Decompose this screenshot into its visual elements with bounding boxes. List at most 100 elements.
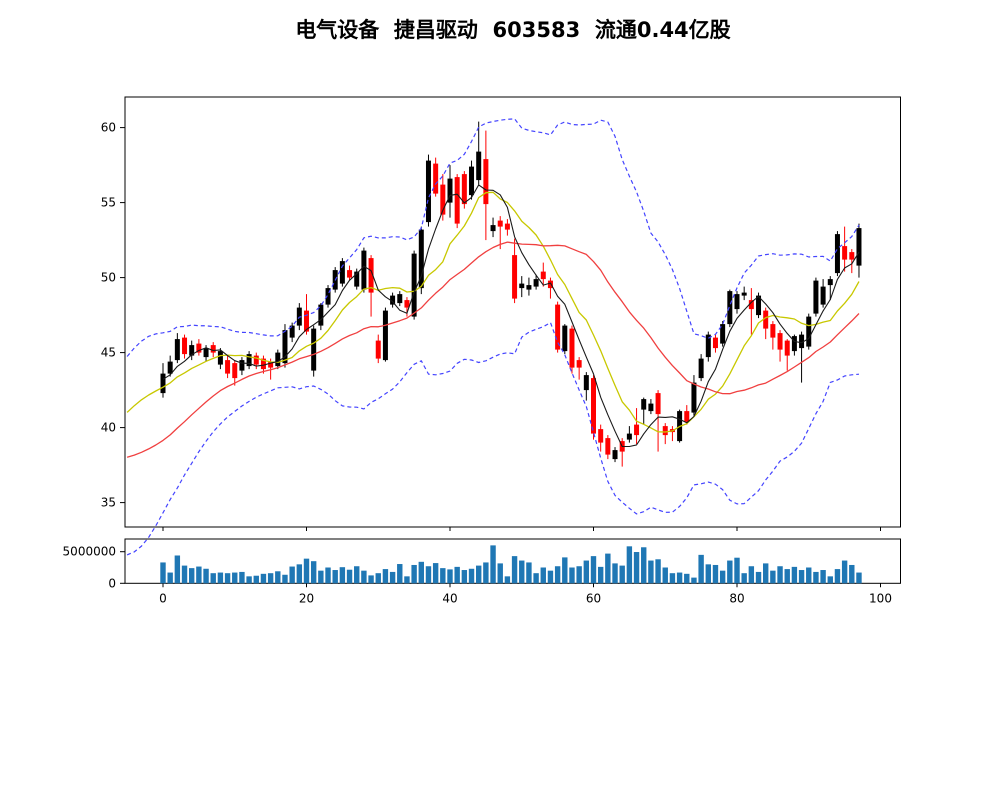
candle-body-up <box>856 228 862 266</box>
candle-body-down <box>655 393 661 415</box>
volume-bar <box>741 573 747 584</box>
candle-body-down <box>182 337 188 355</box>
volume-bar <box>583 560 590 584</box>
price-y-axis: 35 40 45 50 55 60 <box>101 121 125 510</box>
volume-bar <box>303 558 310 584</box>
candle-body-up <box>648 403 654 412</box>
volume-bar <box>547 570 554 584</box>
candle-body-up <box>325 288 331 305</box>
candle-body-down <box>555 304 561 350</box>
volume-bar <box>232 572 238 584</box>
candle-body-down <box>225 360 231 374</box>
volume-bar <box>354 566 360 584</box>
candle-body-down <box>748 300 754 310</box>
price-tick-label: 55 <box>101 196 116 210</box>
candle-body-down <box>504 223 510 230</box>
volume-bar <box>748 566 755 584</box>
volume-bar <box>210 573 216 584</box>
volume-bar <box>389 571 396 584</box>
candle-body-up <box>827 279 833 286</box>
volume-bar <box>511 556 518 584</box>
pane-frames <box>124 96 901 584</box>
candle-body-down <box>684 411 690 422</box>
candle-body-down <box>540 271 546 280</box>
volume-bar <box>727 560 733 584</box>
volume-bar <box>648 560 654 584</box>
volume-bar <box>519 560 525 584</box>
candle-body-up <box>519 283 525 289</box>
candle-body-up <box>189 345 195 356</box>
candle-body-up <box>698 358 704 379</box>
volume-bar <box>346 569 353 584</box>
volume-bar <box>619 565 625 584</box>
volume-bar <box>841 560 848 584</box>
volume-bar <box>275 571 281 584</box>
candle-body-up <box>526 285 532 290</box>
volume-bar <box>562 557 568 584</box>
candle-body-up <box>174 339 180 361</box>
volume-bar <box>181 565 188 584</box>
volume-bar <box>655 559 661 584</box>
volume-bar <box>246 576 252 584</box>
price-tick-label: 35 <box>101 496 116 510</box>
volume-bar <box>461 570 468 584</box>
volume-bar <box>382 569 389 584</box>
price-tick-label: 45 <box>101 346 116 360</box>
x-tick-label: 60 <box>586 591 601 605</box>
candle-body-up <box>562 325 568 352</box>
x-tick-label: 80 <box>729 591 744 605</box>
candle-body-down <box>368 258 374 293</box>
volume-bar <box>633 552 640 584</box>
volume-bar <box>289 566 295 584</box>
candle-body-up <box>382 310 388 361</box>
volume-bar <box>318 570 324 584</box>
volume-bar <box>368 575 374 584</box>
candle-body-down <box>268 361 274 368</box>
candle-body-up <box>239 360 245 371</box>
volume-bar <box>734 557 740 584</box>
candle-body-up <box>447 178 453 203</box>
volume-bar <box>576 566 582 584</box>
candle-body-up <box>612 450 618 460</box>
x-tick-label: 100 <box>869 591 892 605</box>
candle-body-up <box>411 253 417 317</box>
candle-body-down <box>569 328 575 368</box>
candle-body-down <box>196 343 202 353</box>
candle-body-up <box>583 375 589 391</box>
bollinger-lower-line <box>126 322 860 556</box>
ma-fast-line <box>162 184 860 448</box>
candle-body-down <box>842 246 848 260</box>
volume-bar <box>834 569 841 584</box>
volume-bar <box>397 564 403 584</box>
candle-body-up <box>339 261 345 284</box>
volume-bar <box>597 566 604 584</box>
candle-body-up <box>282 330 288 364</box>
volume-bar <box>490 545 496 584</box>
candle-body-up <box>160 373 166 394</box>
bollinger-upper-line <box>126 118 860 357</box>
volume-bar <box>813 571 819 584</box>
volume-bar <box>856 572 862 584</box>
candle-body-up <box>641 399 647 410</box>
volume-bar <box>160 562 166 584</box>
chart-title: 电气设备 捷昌驱动 603583 流通0.44亿股 <box>295 18 731 42</box>
candle-body-up <box>390 295 396 305</box>
volume-bar <box>605 553 611 584</box>
volume-bar <box>310 561 317 584</box>
volume-bar <box>612 563 618 584</box>
volume-bar <box>698 554 704 584</box>
candle-body-down <box>634 424 640 436</box>
candle-body-up <box>476 151 482 181</box>
volume-bar <box>404 576 410 584</box>
candle-body-down <box>662 426 668 436</box>
candle-body-down <box>260 358 266 370</box>
candle-body-down <box>483 159 489 205</box>
volume-bar <box>662 567 668 584</box>
price-tick-label: 60 <box>101 121 116 135</box>
candle-body-down <box>770 324 776 338</box>
candle-body-up <box>820 286 826 305</box>
candle-body-up <box>469 166 475 196</box>
volume-bar <box>217 572 224 584</box>
volume-bar <box>425 566 432 584</box>
volume-bar <box>267 573 274 584</box>
